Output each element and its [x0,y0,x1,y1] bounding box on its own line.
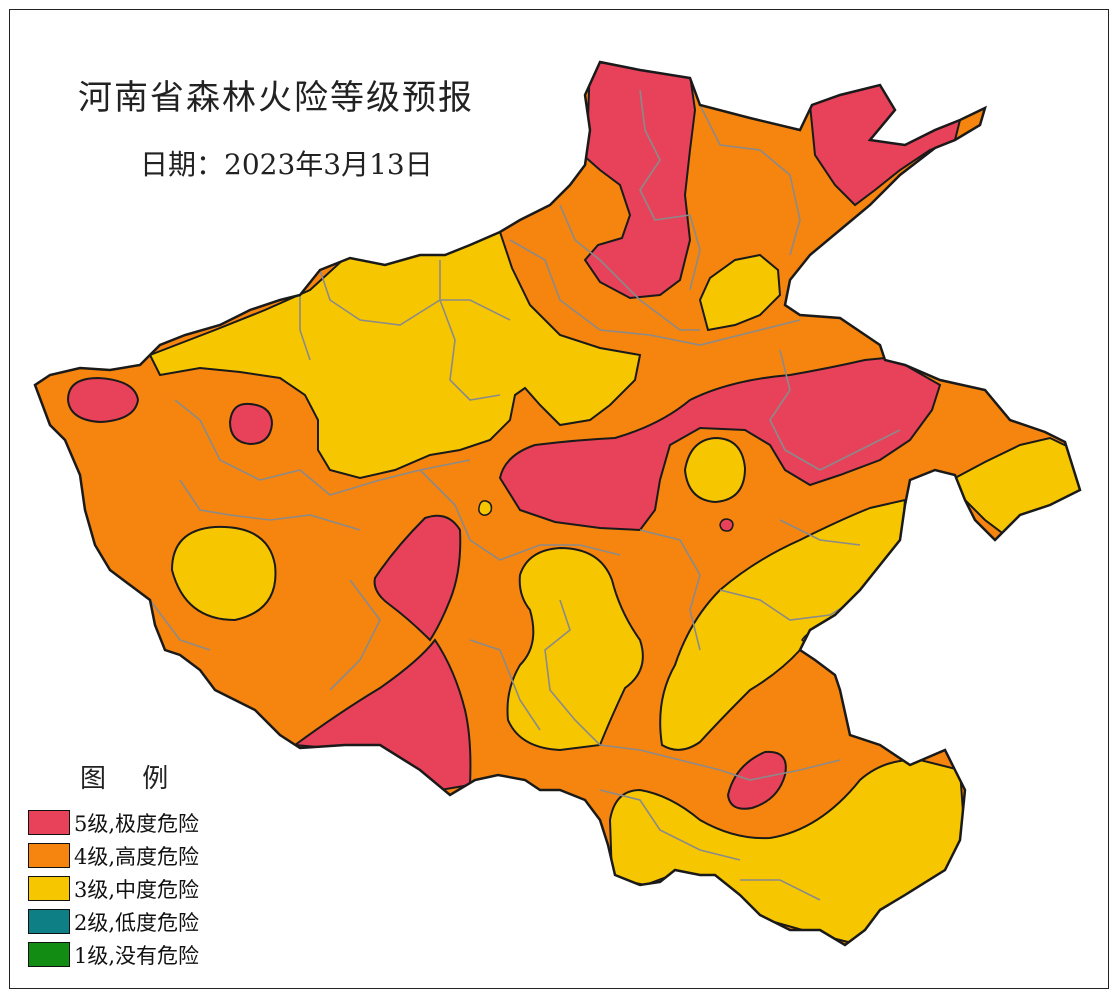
legend-label-level1: 1级,没有危险 [74,943,200,968]
zone-level3-center-circle [683,436,747,504]
legend-label-level3: 3级,中度危险 [74,877,200,902]
county-boundaries [149,89,901,901]
legend-item-level2: 2级,低度危险 [28,905,199,938]
legend-item-level5: 5级,极度危险 [28,806,199,839]
zone-level5-west-circle [66,376,140,424]
zone-level5-southwest-diamond [373,514,462,642]
zone-level3-west-oval [170,525,277,622]
legend-item-level1: 1级,没有危险 [28,938,199,971]
zone-level5-dot [719,518,734,532]
zone-level3-central-south [506,546,644,752]
forecast-date: 日期：2023年3月13日 [140,148,433,181]
zone-level3-north-small [698,253,782,332]
legend-label-level5: 5级,极度危险 [74,811,200,836]
legend-label-level2: 2级,低度危险 [74,910,200,935]
legend-swatch-level2 [28,909,70,934]
legend-swatch-level4 [28,843,70,868]
map-title: 河南省森林火险等级预报 [78,78,474,118]
zone-level5-west-small [228,402,274,446]
legend-swatch-level1 [28,942,70,967]
zone-level3-east-central [659,498,907,751]
zone-level3-dot [478,500,493,516]
legend: 5级,极度危险 4级,高度危险 3级,中度危险 2级,低度危险 1级,没有危险 [28,806,199,971]
zone-level5-north [581,62,697,300]
legend-item-level4: 4级,高度危险 [28,839,199,872]
legend-swatch-level3 [28,876,70,901]
zone-level5-south-small [726,750,787,810]
legend-label-level4: 4级,高度危险 [74,844,200,869]
legend-item-level3: 3级,中度危险 [28,872,199,905]
zone-level5-south-triangle [292,638,472,792]
legend-title: 图 例 [80,764,183,794]
zone-level3-south [608,758,967,945]
zone-level5-central-band [498,356,942,532]
legend-swatch-level5 [28,810,70,835]
